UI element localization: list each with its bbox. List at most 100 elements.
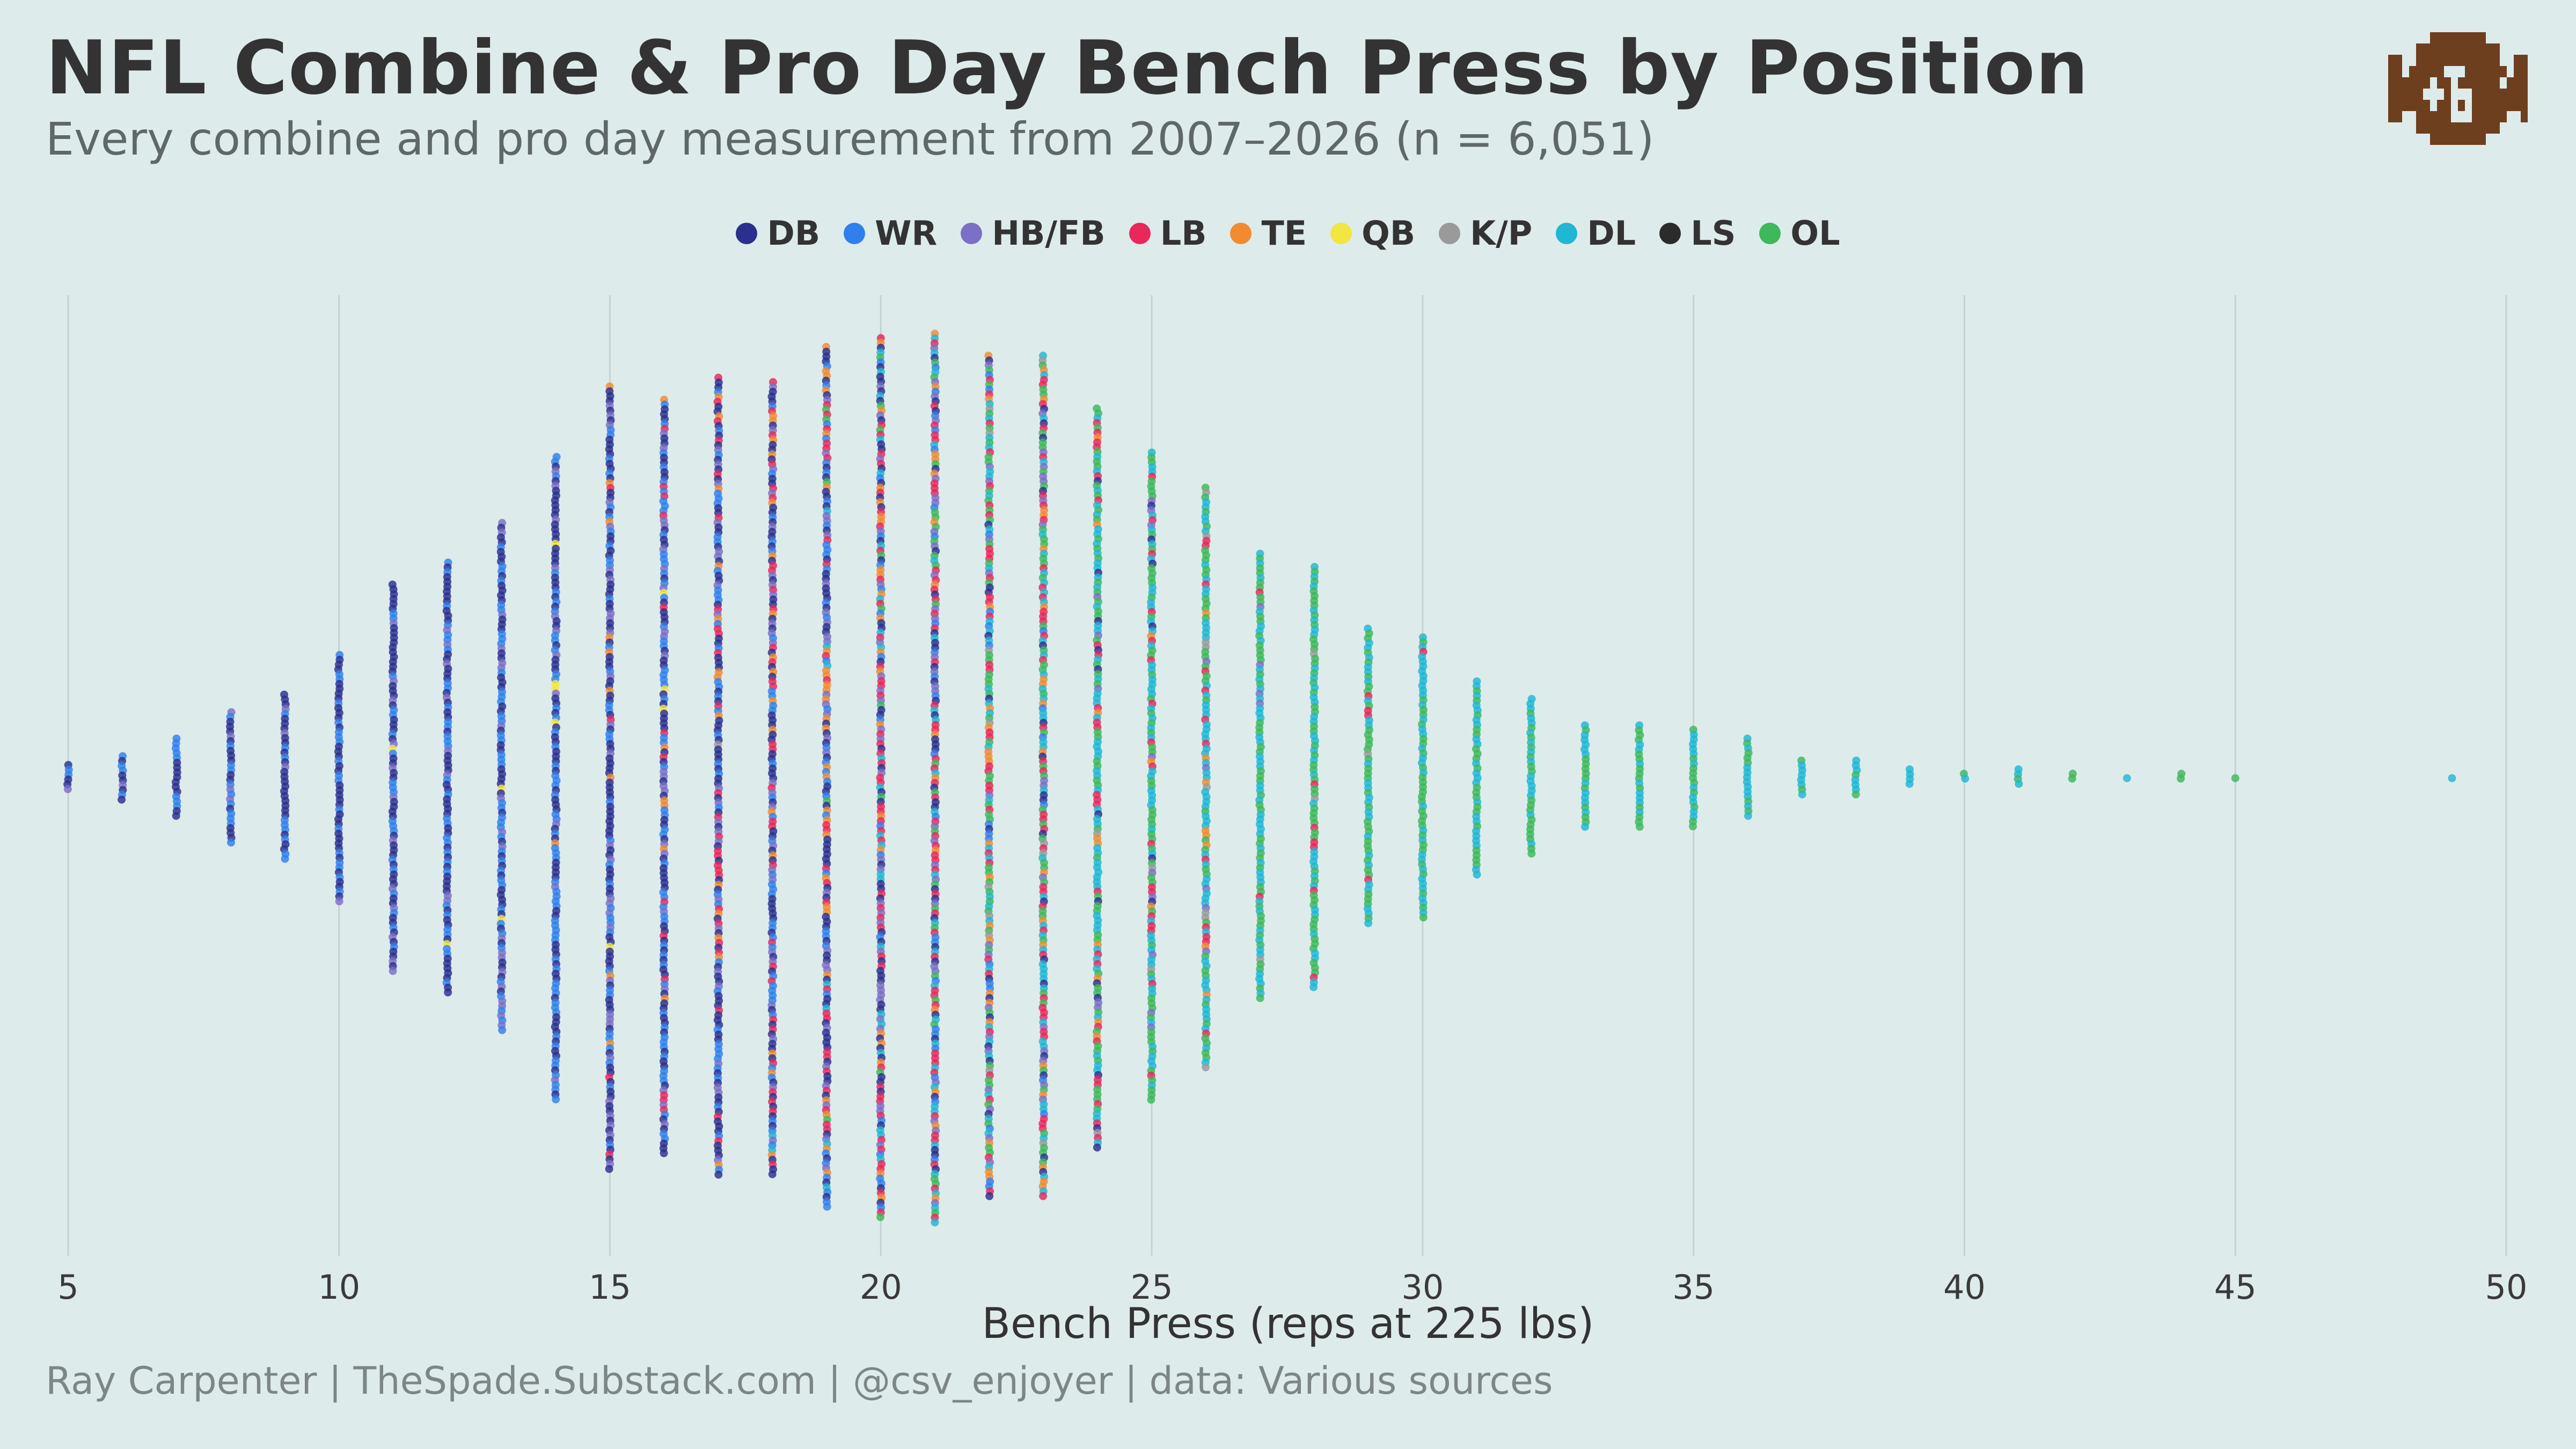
logo-pixel: [2479, 66, 2486, 77]
column-23-reps: [1038, 352, 1049, 1201]
column-39-reps: [1905, 765, 1914, 788]
data-point: [1961, 774, 1970, 783]
legend-item-hb-fb: HB/FB: [961, 214, 1106, 253]
legend-swatch: [844, 222, 866, 244]
column-43-reps: [2123, 774, 2131, 782]
logo-pixel: [2430, 32, 2437, 43]
caption: Ray Carpenter | TheSpade.Substack.com | …: [46, 1359, 1553, 1403]
logo-pixel: [2423, 122, 2430, 134]
data-point: [985, 1192, 994, 1201]
column-24-reps: [1093, 404, 1103, 1152]
logo-pixel: [2486, 43, 2493, 55]
column-7-reps: [171, 734, 181, 820]
logo-pixel: [2458, 32, 2465, 43]
column-25-reps: [1147, 448, 1157, 1104]
logo-pixel: [2388, 66, 2395, 77]
logo-pixel: [2472, 134, 2479, 145]
data-point: [1039, 1192, 1048, 1201]
logo-pixel: [2444, 100, 2451, 111]
column-16-reps: [659, 396, 669, 1158]
logo-pixel: [2493, 77, 2500, 89]
logo-pixel: [2430, 55, 2437, 66]
logo-pixel: [2395, 55, 2402, 66]
legend-swatch: [1439, 222, 1461, 244]
data-point: [281, 854, 289, 863]
logo-pixel: [2486, 77, 2493, 89]
column-35-reps: [1688, 726, 1699, 831]
logo-pixel: [2486, 111, 2493, 122]
logo-pixel: [2444, 122, 2451, 134]
column-14-reps: [551, 452, 561, 1103]
logo-pixel: [2514, 55, 2521, 66]
logo-pixel: [2423, 111, 2430, 122]
logo-pixel: [2416, 100, 2423, 111]
logo-pixel: [2451, 55, 2458, 66]
column-13-reps: [496, 518, 507, 1034]
data-point: [660, 1149, 668, 1158]
logo-pixel: [2451, 43, 2458, 55]
logo-pixel: [2465, 55, 2472, 66]
column-15-reps: [605, 382, 615, 1173]
x-tick-label: 25: [1131, 1268, 1173, 1307]
logo-pixel: [2388, 55, 2395, 66]
logo-pixel: [2416, 77, 2423, 89]
logo-pixel: [2451, 134, 2458, 145]
x-tick-label: 45: [2214, 1268, 2257, 1307]
column-27-reps: [1255, 550, 1265, 1002]
logo-pixel: [2458, 100, 2465, 111]
logo-pixel: [2472, 111, 2479, 122]
logo-pixel: [2416, 111, 2423, 122]
spade-logo-icon: [2388, 32, 2528, 145]
logo-pixel: [2423, 77, 2430, 89]
legend-item-te: TE: [1230, 214, 1307, 253]
logo-pixel: [2465, 134, 2472, 145]
logo-pixel: [2423, 100, 2430, 111]
logo-pixel: [2444, 111, 2451, 122]
data-point: [2177, 774, 2185, 783]
data-point: [118, 795, 126, 804]
logo-pixel: [2388, 111, 2395, 122]
logo-pixel: [2409, 77, 2416, 89]
logo-pixel: [2444, 32, 2451, 43]
legend-label: DL: [1587, 214, 1636, 253]
data-point: [1527, 849, 1536, 858]
column-32-reps: [1526, 694, 1536, 858]
column-33-reps: [1580, 721, 1590, 831]
logo-pixel: [2458, 122, 2465, 134]
column-37-reps: [1797, 756, 1806, 799]
chart-title: NFL Combine & Pro Day Bench Press by Pos…: [46, 25, 2089, 111]
logo-pixel: [2472, 122, 2479, 134]
legend-item-lb: LB: [1129, 214, 1206, 253]
logo-pixel: [2521, 89, 2528, 100]
data-point: [1473, 870, 1481, 879]
logo-pixel: [2507, 100, 2514, 111]
logo-pixel: [2514, 89, 2521, 100]
column-44-reps: [2177, 770, 2186, 783]
logo-pixel: [2514, 77, 2521, 89]
logo-pixel: [2423, 55, 2430, 66]
x-tick-label: 20: [860, 1268, 902, 1307]
column-29-reps: [1363, 624, 1373, 927]
logo-pixel: [2458, 55, 2465, 66]
logo-pixel: [2437, 134, 2444, 145]
legend-item-k-p: K/P: [1439, 214, 1532, 253]
logo-pixel: [2493, 55, 2500, 66]
column-36-reps: [1743, 734, 1753, 820]
x-axis-label: Bench Press (reps at 225 lbs): [982, 1300, 1594, 1348]
column-45-reps: [2231, 774, 2240, 782]
x-tick-label: 40: [1943, 1268, 1986, 1307]
logo-pixel: [2500, 111, 2507, 122]
x-tick-label: 5: [57, 1268, 78, 1307]
logo-pixel: [2437, 100, 2444, 111]
logo-pixel: [2388, 89, 2395, 100]
data-point: [1309, 983, 1318, 991]
legend-item-wr: WR: [844, 214, 937, 253]
logo-pixel: [2430, 122, 2437, 134]
logo-pixel: [2430, 111, 2437, 122]
legend: DB WR HB/FB LB TE QB K/P DL LS OL: [0, 214, 2576, 253]
logo-pixel: [2521, 77, 2528, 89]
data-point: [2448, 774, 2456, 782]
column-28-reps: [1309, 562, 1319, 991]
column-21-reps: [930, 330, 940, 1227]
logo-pixel: [2416, 122, 2423, 134]
